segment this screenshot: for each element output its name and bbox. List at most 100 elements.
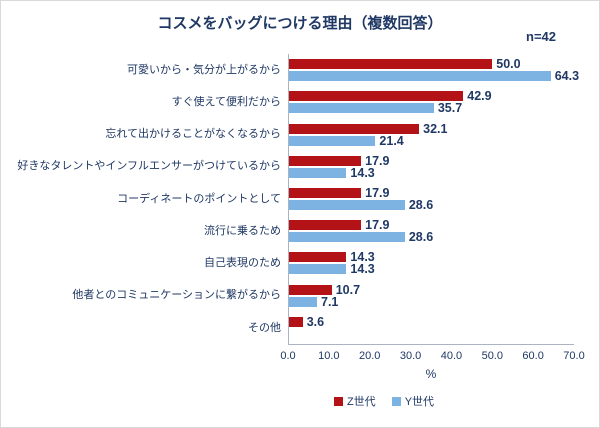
category-label: その他 [248,321,281,334]
chart-row: 忘れて出かけることがなくなるから 32.1 21.4 [14,118,574,150]
value-label: 42.9 [467,89,492,104]
bar-line-z: 17.9 [288,185,574,200]
legend-label-y: Y世代 [404,396,435,408]
bar-line-z: 32.1 [288,121,574,136]
bar-line-z: 3.6 [288,314,574,329]
bar-z [288,284,332,295]
chart-row: 好きなタレントやインフルエンサーがつけているから 17.9 14.3 [14,151,574,183]
category-label: 可愛いから・気分が上がるから [127,63,281,76]
bar-group: 3.6 [288,314,574,339]
y-axis-line [288,54,289,344]
bar-z [288,91,464,102]
bar-line-y: 7.1 [288,294,574,309]
value-label: 10.7 [335,282,361,297]
x-tick: 10.0 [318,350,340,362]
bar-z [288,316,303,327]
bar-z [288,123,420,134]
value-label: 3.6 [306,314,325,329]
x-tick: 0.0 [280,350,296,362]
category-label: コーディネートのポイントとして [117,192,281,205]
x-tick: 70.0 [563,350,585,362]
x-tick: 60.0 [522,350,544,362]
legend-label-z: Z世代 [346,396,376,408]
x-axis: % 0.0 10.0 20.0 30.0 40.0 50.0 60.0 70.0 [280,344,585,384]
bar-y [288,296,317,307]
bar-group: 10.7 7.1 [288,282,574,309]
bar-line-z: 10.7 [288,282,574,297]
value-label: 64.3 [554,69,580,84]
category-label: 忘れて出かけることがなくなるから [105,128,281,141]
value-label: 14.3 [350,165,375,180]
chart-row: すぐ使えて便利だから 42.9 35.7 [14,86,574,118]
category-label: 流行に乗るため [204,224,281,237]
bar-line-z: 42.9 [288,89,574,104]
x-tick: 30.0 [399,350,422,362]
bar-z [288,59,493,70]
category-label: 自己表現のため [204,257,281,270]
bar-z [288,252,347,263]
bar-group: 17.9 14.3 [288,153,574,180]
chart-row: その他 3.6 [14,312,574,344]
value-label: 35.7 [437,101,463,116]
x-tick: 20.0 [358,350,381,362]
bar-line-z: 17.9 [288,153,574,168]
bar-y [288,71,551,82]
value-label: 32.1 [423,121,448,136]
category-label: 好きなタレントやインフルエンサーがつけているから [17,160,281,173]
bar-line-y: 14.3 [288,165,574,180]
value-label: 14.3 [350,262,375,277]
bar-line-y: 64.3 [288,69,579,83]
chart-title: コスメをバッグにつける理由（複数回答） [157,15,443,32]
bar-line-y [288,329,574,339]
value-label: 17.9 [365,153,390,168]
value-label: 28.6 [408,197,434,212]
chart-area: 可愛いから・気分が上がるから 50.0 64.3 すぐ使えて便利だから 42.9 35.7… [14,54,585,381]
legend-item-y: Y世代 [391,393,435,409]
category-label: 他者とのコミュニケーションに繋がるから [72,289,281,302]
bar-y [288,167,347,178]
value-label: 17.9 [365,218,390,233]
chart-row: 他者とのコミュニケーションに繋がるから 10.7 7.1 [14,280,574,312]
bar-group: 50.0 64.3 [288,57,579,83]
sample-size-label: n=42 [526,29,556,44]
bar-group: 17.9 28.6 [288,218,574,245]
bar-line-y: 21.4 [288,133,574,148]
chart-row: 可愛いから・気分が上がるから 50.0 64.3 [14,54,579,86]
bar-line-y: 14.3 [288,262,574,277]
bar-line-z: 14.3 [288,250,574,265]
value-label: 14.3 [350,250,375,265]
chart-row: 自己表現のため 14.3 14.3 [14,247,574,279]
bar-y [288,264,347,275]
x-tick: 50.0 [481,350,503,362]
bar-group: 17.9 28.6 [288,185,574,212]
chart-row: コーディネートのポイントとして 17.9 28.6 [14,183,574,215]
value-label: 7.1 [321,294,339,309]
bar-group: 32.1 21.4 [288,121,574,148]
bar-y [288,103,434,114]
bar-group: 42.9 35.7 [288,89,574,116]
value-label: 17.9 [365,185,390,200]
bar-rows: 可愛いから・気分が上がるから 50.0 64.3 すぐ使えて便利だから 42.9 35.7… [14,54,579,344]
value-label: 21.4 [379,133,404,148]
bar-line-z: 17.9 [288,218,574,233]
bar-z [288,187,362,198]
bar-line-z: 50.0 [288,57,574,72]
bar-line-y: 28.6 [288,197,574,212]
bar-y [288,199,405,210]
value-label: 28.6 [408,230,434,245]
bar-y [288,232,405,243]
x-axis-label: % [425,367,437,381]
legend-swatch-z [333,396,343,406]
legend-swatch-y [391,396,401,406]
bar-group: 14.3 14.3 [288,250,574,277]
bar-y [288,135,376,146]
legend: Z世代 Y世代 [0,393,600,409]
bar-z [288,155,362,166]
chart-row: 流行に乗るため 17.9 28.6 [14,215,574,247]
bar-z [288,220,362,231]
bar-line-y: 35.7 [288,101,574,116]
bar-line-y: 28.6 [288,230,574,245]
value-label: 50.0 [496,57,521,72]
x-tick: 40.0 [440,350,463,362]
category-label: すぐ使えて便利だから [171,96,281,108]
